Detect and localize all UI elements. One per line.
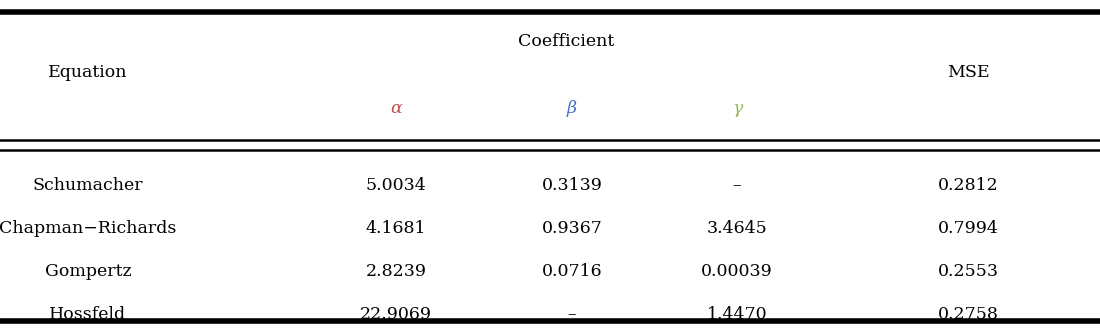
- Text: Equation: Equation: [48, 64, 128, 81]
- Text: 2.8239: 2.8239: [365, 263, 427, 280]
- Text: 0.7994: 0.7994: [937, 220, 999, 237]
- Text: Coefficient: Coefficient: [518, 33, 615, 50]
- Text: –: –: [733, 177, 741, 194]
- Text: 4.1681: 4.1681: [365, 220, 427, 237]
- Text: MSE: MSE: [947, 64, 989, 81]
- Text: Gompertz: Gompertz: [45, 263, 131, 280]
- Text: 0.2812: 0.2812: [937, 177, 999, 194]
- Text: γ: γ: [732, 100, 742, 117]
- Text: Hossfeld: Hossfeld: [50, 306, 127, 323]
- Text: 1.4470: 1.4470: [706, 306, 768, 323]
- Text: β: β: [566, 100, 578, 117]
- Text: 5.0034: 5.0034: [365, 177, 427, 194]
- Text: Schumacher: Schumacher: [33, 177, 143, 194]
- Text: 0.2758: 0.2758: [937, 306, 999, 323]
- Text: 0.0716: 0.0716: [541, 263, 603, 280]
- Text: 3.4645: 3.4645: [706, 220, 768, 237]
- Text: 22.9069: 22.9069: [360, 306, 432, 323]
- Text: –: –: [568, 306, 576, 323]
- Text: 0.3139: 0.3139: [541, 177, 603, 194]
- Text: Chapman−Richards: Chapman−Richards: [0, 220, 177, 237]
- Text: 0.00039: 0.00039: [701, 263, 773, 280]
- Text: α: α: [390, 100, 402, 117]
- Text: 0.2553: 0.2553: [937, 263, 999, 280]
- Text: 0.9367: 0.9367: [541, 220, 603, 237]
